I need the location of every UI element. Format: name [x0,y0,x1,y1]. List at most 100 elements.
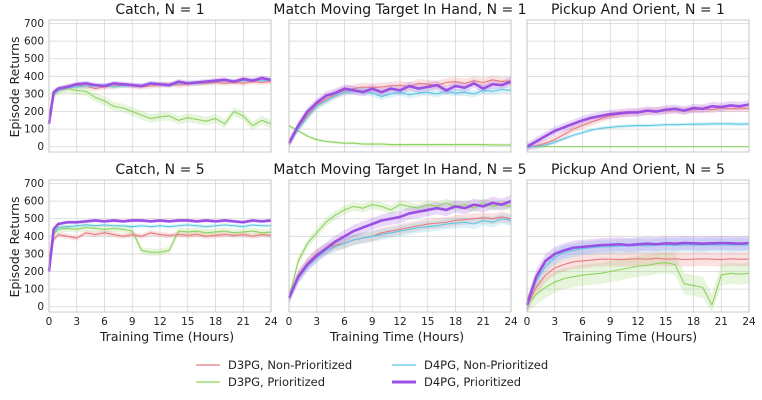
x-tick-label: 12 [393,316,406,328]
x-tick-label: 21 [237,316,250,328]
x-tick-label: 18 [209,316,222,328]
band-d3pg-prioritized [49,224,271,276]
series-line-d4pg-non-prioritized [288,88,512,144]
band-d4pg-prioritized [49,75,271,127]
band-d3pg-non-prioritized [289,75,511,148]
x-tick-label: 0 [286,316,293,328]
x-tick-label: 9 [607,316,614,328]
x-axis-label-middle: Training Time (Hours) [329,329,464,344]
series-line-d4pg-prioritized [287,199,512,299]
panel-title: Pickup And Orient, N = 5 [551,162,725,178]
band-d3pg-non-prioritized [49,230,271,275]
x-tick-label: 9 [129,316,136,328]
x-tick-label: 6 [341,316,348,328]
series-line-d3pg-non-prioritized [526,257,749,306]
series-line-d4pg-non-prioritized [527,123,750,148]
panel-5: Match Moving Target In Hand, N = 5 0 3 6 9 12… [273,162,526,328]
series-line-d3pg-prioritized [48,88,272,127]
band-d3pg-prioritized [289,124,511,147]
x-tick-label: 0 [46,316,53,328]
x-tick-label: 15 [659,316,672,328]
y-tick-label: 600 [24,36,44,48]
x-axis-label-left: Training Time (Hours) [99,329,234,344]
band-d3pg-non-prioritized [289,211,511,304]
x-tick-label: 9 [369,316,376,328]
legend-label-d4pg-prioritized: D4PG, Prioritized [424,375,521,389]
legend-label-d3pg-prioritized: D3PG, Prioritized [228,375,325,389]
series-line-d3pg-prioritized [288,125,511,146]
series-line-d3pg-prioritized [526,262,750,306]
series-line-d4pg-prioritized [47,76,272,125]
panel-title: Match Moving Target In Hand, N = 5 [273,162,526,178]
series-line-d3pg-non-prioritized [48,232,272,272]
panel-3: Pickup And Orient, N = 1 [526,2,750,153]
panels-group: Catch, N = 10100200300400500600700Match … [24,2,756,328]
plot-frame [288,19,512,153]
y-tick-label: 300 [24,88,44,100]
x-tick-label: 3 [551,316,558,328]
plot-frame [288,179,512,313]
x-tick-label: 15 [181,316,194,328]
panel-2: Match Moving Target In Hand, N = 1 [273,2,527,153]
panel-title: Catch, N = 5 [115,162,204,178]
series-line-d4pg-non-prioritized [288,218,512,299]
panel-1: Catch, N = 1 0 100 200 300 400 500 600 700 [24,2,272,153]
x-tick-label: 6 [579,316,586,328]
band-d3pg-prioritized [527,252,749,312]
x-axis-label-right: Training Time (Hours) [562,329,697,344]
y-tick-label: 600 [24,196,44,208]
y-tick-label: 0 [37,141,44,153]
series-line-d4pg-prioritized [525,241,750,306]
series-line-d4pg-prioritized [287,80,512,144]
y-tick-label: 700 [24,18,44,30]
panel-title: Pickup And Orient, N = 1 [551,2,725,18]
band-d4pg-non-prioritized [289,86,511,147]
band-d3pg-non-prioritized [527,251,749,312]
plot-frame [526,19,750,153]
x-tick-label: 3 [313,316,320,328]
x-tick-label: 18 [449,316,462,328]
x-tick-label: 24 [742,316,756,328]
plot-frame [526,179,750,313]
y-tick-label: 700 [24,178,44,190]
legend-label-d4pg-non-prioritized: D4PG, Non-Prioritized [424,358,548,372]
x-tick-label: 18 [687,316,700,328]
plot-frame [48,179,272,313]
y-tick-label: 0 [37,301,44,313]
y-tick-label: 400 [24,231,44,243]
x-tick-label: 12 [153,316,166,328]
series-line-d4pg-prioritized [526,103,750,148]
y-axis-label-bottom: Episode Returns [7,196,22,297]
x-tick-label: 21 [477,316,490,328]
series-line-d3pg-prioritized [48,226,272,272]
y-tick-label: 400 [24,71,44,83]
x-tick-label: 6 [101,316,108,328]
x-tick-label: 0 [524,316,531,328]
x-tick-label: 24 [504,316,518,328]
legend: D3PG, Non-Prioritized D3PG, Prioritized … [196,358,548,389]
legend-label-d3pg-non-prioritized: D3PG, Non-Prioritized [228,358,352,372]
panel-6: Pickup And Orient, N = 5 0 3 6 9 12 15 18 21 24 [524,162,756,328]
x-tick-label: 12 [631,316,644,328]
panel-title: Catch, N = 1 [115,2,204,18]
y-tick-label: 500 [24,53,44,65]
band-d3pg-non-prioritized [49,78,271,127]
series-line-d4pg-prioritized [47,219,272,272]
panel-4: Catch, N = 5 0 3 6 9 12 15 18 21 24 0 100 200 300 400 5… [24,162,278,328]
series-line-d3pg-non-prioritized [288,79,512,144]
y-tick-label: 100 [24,284,44,296]
band-d4pg-non-prioritized [527,122,749,149]
y-tick-label: 200 [24,266,44,278]
plot-frame [48,19,272,153]
y-axis-label-top: Episode Returns [7,36,22,137]
x-tick-label: 3 [73,316,80,328]
y-tick-label: 200 [24,106,44,118]
y-tick-label: 100 [24,124,44,136]
panel-title: Match Moving Target In Hand, N = 1 [273,2,526,18]
x-tick-label: 24 [264,316,278,328]
series-line-d4pg-non-prioritized [48,224,271,272]
y-tick-label: 500 [24,213,44,225]
x-tick-label: 15 [421,316,434,328]
x-tick-label: 21 [715,316,728,328]
